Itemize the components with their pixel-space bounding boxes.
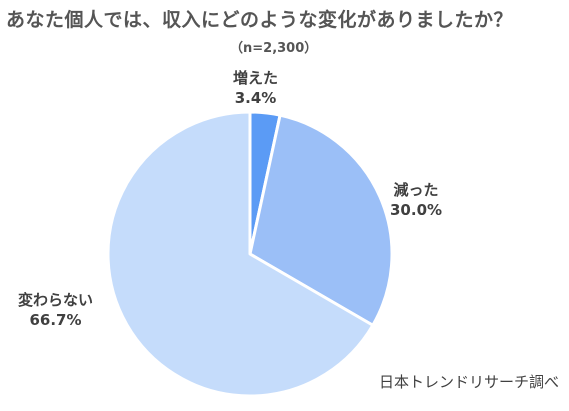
slice-name-unchanged: 変わらない [18,291,94,309]
slice-decreased [248,113,394,327]
slice-name-increased: 増えた [233,69,279,87]
slice-value-increased: 3.4% [234,89,277,107]
slice-label-increased: 増えた 3.4% [233,68,278,108]
slice-label-unchanged: 変わらない 66.7% [18,290,93,330]
chart-subtitle: （n=2,300） [230,41,318,56]
slice-unchanged [106,110,375,398]
chart-title: あなた個人では、収入にどのような変化がありましたか？ [6,9,514,31]
slice-name-decreased: 減った [393,181,439,199]
slice-value-unchanged: 66.7% [29,311,82,329]
slice-value-decreased: 30.0% [390,201,443,219]
source-note: 日本トレンドリサーチ調べ [378,373,559,391]
slice-label-decreased: 減った 30.0% [390,180,442,220]
